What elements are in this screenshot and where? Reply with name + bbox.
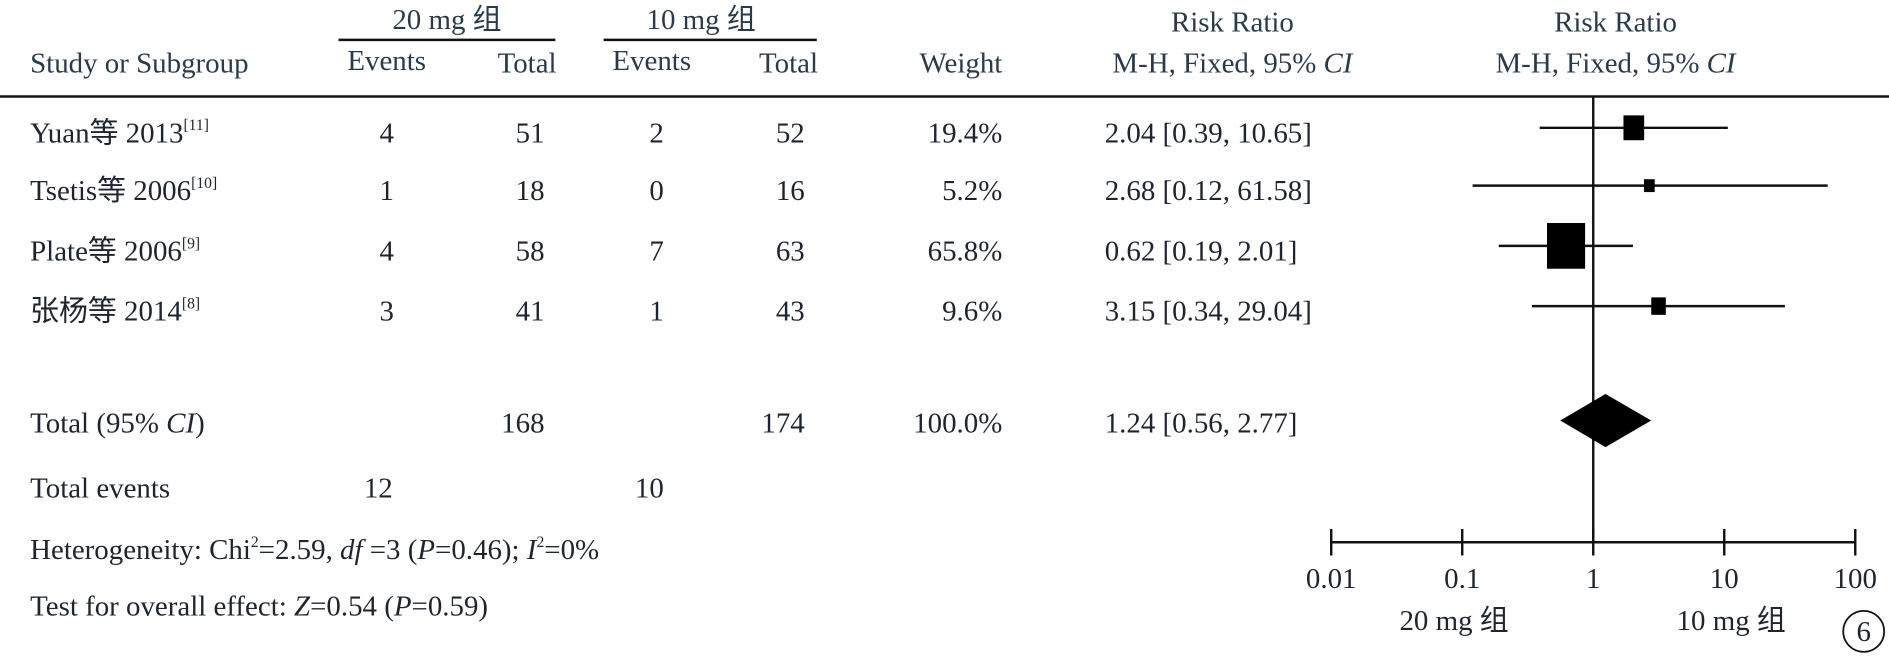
risk-ratio: 1.24 [0.56, 2.77] bbox=[1105, 408, 1298, 440]
events: 1 bbox=[379, 175, 393, 207]
estimate-square bbox=[1623, 115, 1645, 141]
reference: [11] bbox=[183, 117, 209, 134]
total: 168 bbox=[501, 408, 544, 440]
column-header: Events bbox=[347, 45, 426, 77]
text-part: =0% bbox=[544, 534, 599, 566]
column-header: M-H, Fixed, 95% CI bbox=[1112, 47, 1353, 79]
label-part: CI bbox=[166, 408, 196, 440]
weight: 5.2% bbox=[942, 175, 1002, 207]
weight: 19.4% bbox=[928, 117, 1003, 149]
column-header: Events bbox=[612, 45, 691, 77]
total-events: 10 bbox=[635, 473, 664, 505]
total: 51 bbox=[516, 117, 545, 149]
total: 16 bbox=[776, 175, 805, 207]
events: 1 bbox=[649, 296, 663, 328]
header-part: CI bbox=[1707, 47, 1737, 79]
column-header: Total bbox=[498, 47, 557, 79]
study-name: Tsetis等 2006[10] bbox=[30, 175, 217, 207]
group-header: 10 mg 组 bbox=[647, 4, 756, 36]
text-part: =0.46); bbox=[435, 534, 527, 566]
text-part: Heterogeneity: Chi bbox=[30, 534, 251, 566]
events: 4 bbox=[379, 235, 393, 267]
text-part: =3 ( bbox=[363, 534, 418, 566]
study-name: 张杨等 2014[8] bbox=[30, 296, 200, 328]
total-events-label: Total events bbox=[30, 473, 170, 505]
column-header: Weight bbox=[920, 47, 1003, 79]
x-tick-label: 0.1 bbox=[1444, 563, 1480, 595]
study-name: Yuan等 2013[11] bbox=[30, 117, 209, 149]
weight: 9.6% bbox=[942, 296, 1002, 328]
events: 7 bbox=[649, 235, 663, 267]
study-name: Plate等 2006[9] bbox=[30, 235, 200, 267]
text-part: =2.59, bbox=[259, 534, 340, 566]
text-part: 2 bbox=[251, 534, 259, 551]
pooled-diamond bbox=[1560, 394, 1652, 448]
x-tick-label: 0.01 bbox=[1306, 563, 1357, 595]
text-part: P bbox=[416, 534, 435, 566]
total: 174 bbox=[761, 408, 804, 440]
overall-effect: Test for overall effect: Z=0.54 (P=0.59) bbox=[30, 591, 488, 623]
total-label: Total (95% CI) bbox=[30, 408, 205, 440]
total: 63 bbox=[776, 235, 805, 267]
figure-badge bbox=[1842, 610, 1886, 653]
x-tick-label: 1 bbox=[1586, 563, 1600, 595]
total-events: 12 bbox=[364, 473, 393, 505]
header-part: CI bbox=[1324, 47, 1354, 79]
column-header: Total bbox=[759, 47, 818, 79]
axis-label: 10 mg 组 bbox=[1677, 605, 1786, 637]
estimate-square bbox=[1651, 297, 1666, 315]
figure-number: 6 bbox=[1856, 616, 1870, 648]
total: 41 bbox=[516, 296, 545, 328]
label-part: Total (95% bbox=[30, 408, 166, 440]
reference: [10] bbox=[191, 175, 217, 192]
column-header: M-H, Fixed, 95% CI bbox=[1495, 47, 1736, 79]
column-header: Study or Subgroup bbox=[30, 47, 248, 79]
risk-ratio: 0.62 [0.19, 2.01] bbox=[1105, 235, 1298, 267]
total: 58 bbox=[516, 235, 545, 267]
weight: 100.0% bbox=[913, 408, 1002, 440]
estimate-square bbox=[1546, 223, 1586, 269]
text-part: =0.54 ( bbox=[310, 591, 394, 623]
group-header: 20 mg 组 bbox=[392, 4, 501, 36]
events: 0 bbox=[649, 175, 663, 207]
x-tick-label: 10 bbox=[1710, 563, 1739, 595]
text-part: Test for overall effect: bbox=[30, 591, 294, 623]
text-part: df bbox=[340, 534, 366, 566]
total: 43 bbox=[776, 296, 805, 328]
column-header: Risk Ratio bbox=[1171, 6, 1294, 38]
risk-ratio: 2.68 [0.12, 61.58] bbox=[1105, 175, 1312, 207]
events: 2 bbox=[649, 117, 663, 149]
weight: 65.8% bbox=[928, 235, 1003, 267]
risk-ratio: 3.15 [0.34, 29.04] bbox=[1105, 296, 1312, 328]
total: 52 bbox=[776, 117, 805, 149]
study-name-text: Tsetis等 2006 bbox=[30, 175, 191, 207]
text-part: 2 bbox=[536, 534, 544, 551]
text-part: =0.59) bbox=[412, 591, 489, 623]
study-name-text: Yuan等 2013 bbox=[30, 117, 183, 149]
text-part: P bbox=[393, 591, 412, 623]
events: 3 bbox=[379, 296, 393, 328]
label-part: ) bbox=[195, 408, 205, 440]
reference: [9] bbox=[182, 235, 200, 252]
axis-label: 20 mg 组 bbox=[1399, 605, 1508, 637]
study-name-text: 张杨等 2014 bbox=[30, 296, 182, 328]
text-part: Z bbox=[294, 591, 311, 623]
risk-ratio: 2.04 [0.39, 10.65] bbox=[1105, 117, 1312, 149]
header-part: M-H, Fixed, 95% bbox=[1495, 47, 1706, 79]
total: 18 bbox=[516, 175, 545, 207]
study-name-text: Plate等 2006 bbox=[30, 235, 182, 267]
x-tick-label: 100 bbox=[1834, 563, 1877, 595]
reference: [8] bbox=[182, 296, 200, 313]
text-part: I bbox=[526, 534, 538, 566]
header-part: M-H, Fixed, 95% bbox=[1112, 47, 1323, 79]
column-header: Risk Ratio bbox=[1554, 6, 1677, 38]
events: 4 bbox=[379, 117, 393, 149]
heterogeneity: Heterogeneity: Chi2=2.59, df =3 (P=0.46)… bbox=[30, 534, 599, 566]
estimate-square bbox=[1643, 179, 1655, 193]
